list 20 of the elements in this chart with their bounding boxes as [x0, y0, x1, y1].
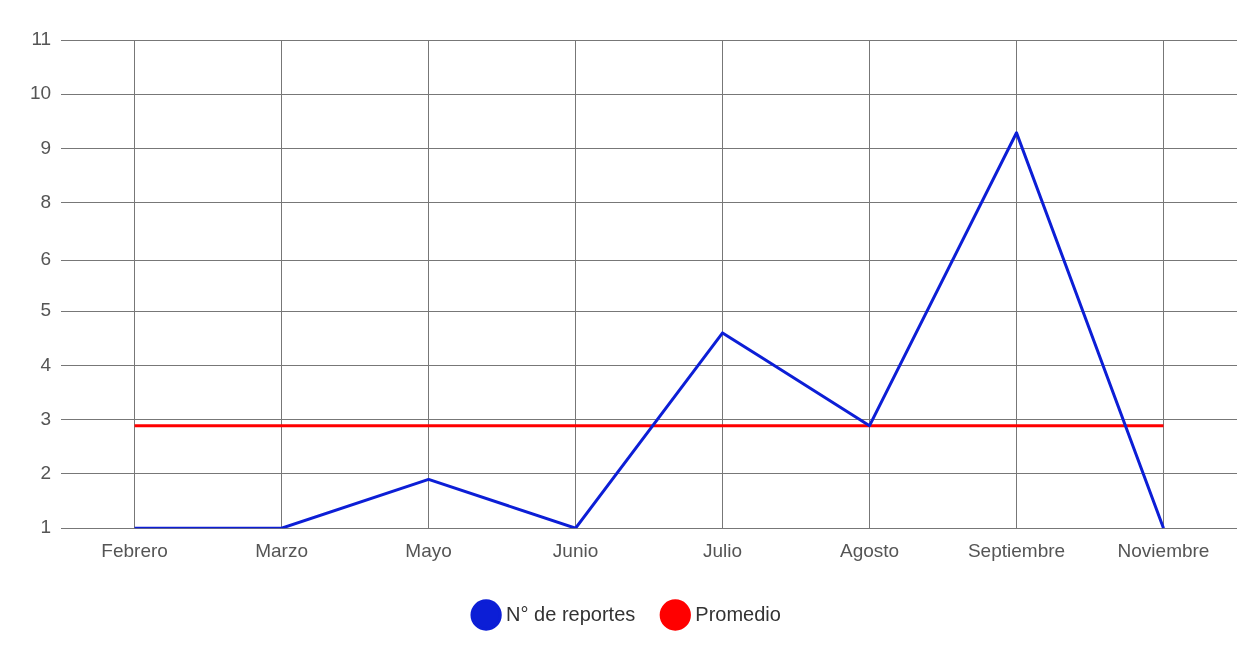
y-tick-label: 8 [40, 190, 52, 212]
y-tick-label: 2 [40, 462, 52, 484]
y-tick-label: 1 [40, 516, 52, 538]
y-tick-label: 4 [40, 353, 52, 375]
y-tick-label: 10 [29, 82, 52, 104]
x-tick-label: Marzo [255, 539, 309, 561]
y-tick-label: 3 [40, 407, 52, 429]
x-tick-label: Agosto [839, 539, 900, 561]
x-tick-label: Septiembre [967, 539, 1066, 561]
y-tick-label: 5 [40, 299, 52, 321]
x-tick-label: Junio [552, 539, 599, 561]
x-tick-label: Julio [703, 539, 743, 561]
legend-label: N° de reportes [506, 602, 636, 625]
y-tick-label: 11 [31, 28, 52, 50]
x-tick-label: Febrero [101, 539, 168, 561]
x-tick-label: Mayo [405, 539, 452, 561]
y-tick-label: 6 [40, 248, 52, 270]
y-tick-label: 9 [40, 136, 52, 158]
legend-label: Promedio [695, 602, 781, 625]
x-tick-label: Noviembre [1117, 539, 1210, 561]
